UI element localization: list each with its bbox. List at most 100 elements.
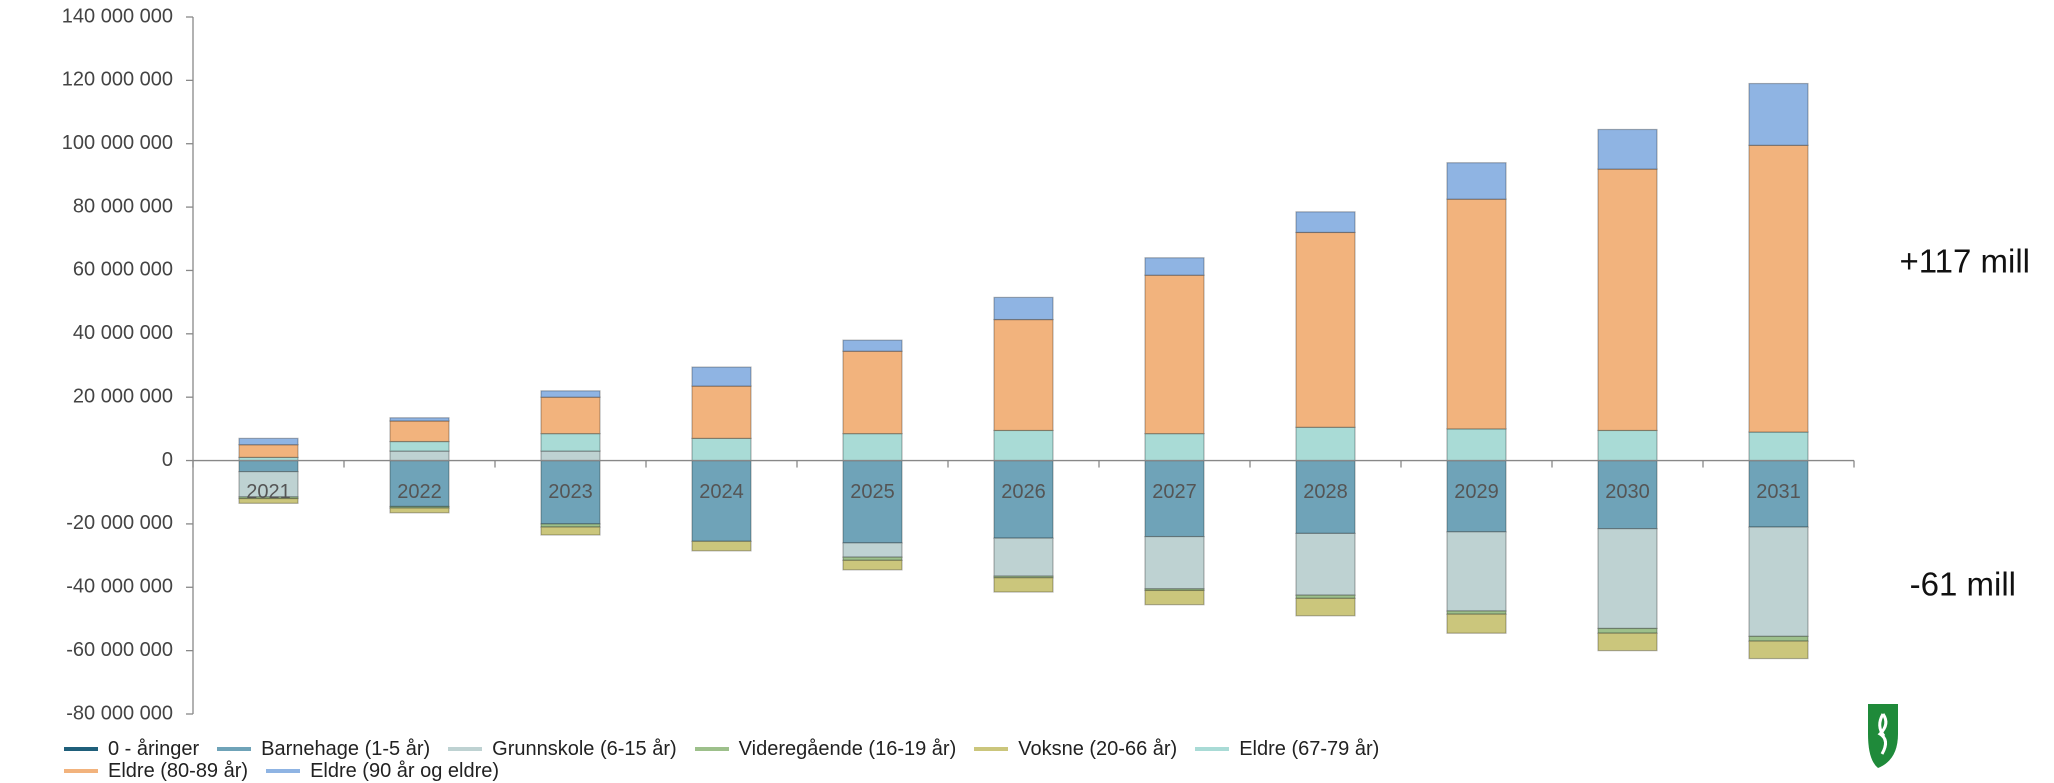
bar-segment bbox=[540, 459, 601, 525]
bar-segment bbox=[1748, 635, 1809, 642]
x-tick-label: 2022 bbox=[397, 481, 442, 503]
bar-segment bbox=[691, 459, 752, 542]
legend-swatch bbox=[64, 769, 98, 773]
bar-segment bbox=[389, 440, 450, 452]
bar-segment bbox=[691, 366, 752, 387]
legend-row: Eldre (80-89 år) Eldre (90 år og eldre) bbox=[64, 760, 1379, 782]
legend-item: Eldre (80-89 år) bbox=[64, 760, 248, 783]
x-tick-label: 2023 bbox=[548, 481, 593, 503]
bar-segment bbox=[842, 559, 903, 571]
bar-segment bbox=[691, 385, 752, 439]
legend-label: Grunnskole (6-15 år) bbox=[492, 737, 677, 760]
x-tick-label: 2030 bbox=[1605, 481, 1650, 503]
bar-segment bbox=[540, 526, 601, 536]
bar-segment bbox=[1295, 532, 1356, 596]
bar-segment bbox=[1748, 82, 1809, 146]
bar-segment bbox=[1144, 459, 1205, 538]
legend-item: Eldre (90 år og eldre) bbox=[266, 760, 499, 783]
bar-segment bbox=[1295, 594, 1356, 599]
bar-segment bbox=[1295, 426, 1356, 462]
legend-swatch bbox=[448, 747, 483, 751]
bar-segment bbox=[1295, 459, 1356, 535]
legend-swatch bbox=[64, 747, 98, 751]
x-tick-label: 2031 bbox=[1756, 481, 1801, 503]
bar-segment bbox=[540, 390, 601, 398]
bar-segment bbox=[1446, 198, 1507, 430]
y-tick-label: 60 000 000 bbox=[73, 259, 173, 281]
bar-segment bbox=[238, 459, 299, 473]
y-tick-label: -40 000 000 bbox=[66, 576, 173, 598]
logo bbox=[1868, 704, 1898, 768]
legend-swatch bbox=[974, 747, 1009, 751]
bar-segment bbox=[842, 433, 903, 462]
legend-label: Eldre (80-89 år) bbox=[108, 759, 249, 782]
bar-segment bbox=[1144, 274, 1205, 435]
y-tick-label: 80 000 000 bbox=[73, 195, 173, 217]
bar-segment bbox=[993, 537, 1054, 577]
bar-segment bbox=[1446, 162, 1507, 200]
bar-segment bbox=[1597, 627, 1658, 634]
x-tick-label: 2024 bbox=[699, 481, 744, 503]
bar-segment bbox=[1597, 168, 1658, 432]
legend-item: Grunnskole (6-15 år) bbox=[448, 738, 677, 761]
legend-item: 0 - åringer bbox=[64, 738, 199, 761]
bar-segment bbox=[1144, 257, 1205, 276]
bar-segment bbox=[993, 577, 1054, 593]
legend-item: Voksne (20-66 år) bbox=[974, 738, 1177, 761]
bar-segment bbox=[1597, 128, 1658, 170]
bar-segment bbox=[993, 296, 1054, 321]
bar-segment bbox=[1295, 211, 1356, 234]
legend-label: 0 - åringer bbox=[108, 737, 200, 760]
bar-segment bbox=[389, 420, 450, 443]
bar-segment bbox=[389, 450, 450, 462]
legend-swatch bbox=[694, 747, 729, 751]
bar-segment bbox=[993, 318, 1054, 432]
legend-label: Eldre (67-79 år) bbox=[1239, 737, 1380, 760]
y-tick-label: -80 000 000 bbox=[66, 702, 173, 724]
bar-segment bbox=[842, 350, 903, 435]
legend-item: Barnehage (1-5 år) bbox=[217, 738, 430, 761]
bar-segment bbox=[1446, 459, 1507, 533]
bar-segment bbox=[540, 433, 601, 452]
bar-segment bbox=[540, 450, 601, 462]
y-tick-label: 0 bbox=[162, 449, 173, 471]
bar-segment bbox=[1597, 429, 1658, 462]
bar-segment bbox=[842, 459, 903, 544]
bar-segment bbox=[1144, 589, 1205, 606]
bar-segment bbox=[540, 396, 601, 435]
y-tick-label: 20 000 000 bbox=[73, 385, 173, 407]
bar-segment bbox=[691, 437, 752, 462]
bar-segment bbox=[691, 540, 752, 552]
bar-segment bbox=[1446, 428, 1507, 462]
bar-segment bbox=[1748, 640, 1809, 660]
x-tick-label: 2025 bbox=[850, 481, 895, 503]
y-tick-label: 140 000 000 bbox=[62, 5, 173, 27]
legend-label: Barnehage (1-5 år) bbox=[261, 737, 431, 760]
bar-segment bbox=[993, 429, 1054, 462]
y-tick-label: -20 000 000 bbox=[66, 512, 173, 534]
annotation: -61 mill bbox=[1910, 566, 2016, 603]
bar-segment bbox=[1446, 613, 1507, 634]
legend-swatch bbox=[266, 769, 301, 773]
legend-row: 0 - åringer Barnehage (1-5 år) Grunnskole … bbox=[64, 738, 1379, 760]
x-tick-label: 2021 bbox=[246, 481, 291, 503]
bar-segment bbox=[1597, 632, 1658, 652]
x-tick-label: 2028 bbox=[1303, 481, 1348, 503]
bar-segment bbox=[1597, 528, 1658, 630]
y-tick-label: 100 000 000 bbox=[62, 132, 173, 154]
bar-segment bbox=[1748, 431, 1809, 462]
bar-segment bbox=[842, 542, 903, 558]
legend: 0 - åringer Barnehage (1-5 år) Grunnskole … bbox=[64, 738, 1379, 782]
legend-swatch bbox=[217, 747, 252, 751]
bar-segment bbox=[842, 556, 903, 561]
legend-label: Voksne (20-66 år) bbox=[1018, 737, 1178, 760]
bar-segment bbox=[238, 471, 299, 498]
x-tick-label: 2029 bbox=[1454, 481, 1499, 503]
bar-segment bbox=[993, 459, 1054, 539]
x-tick-label: 2026 bbox=[1001, 481, 1046, 503]
bar-segment bbox=[1144, 433, 1205, 462]
annotation: +117 mill bbox=[1899, 243, 2030, 280]
legend-label: Videregående (16-19 år) bbox=[738, 737, 957, 760]
